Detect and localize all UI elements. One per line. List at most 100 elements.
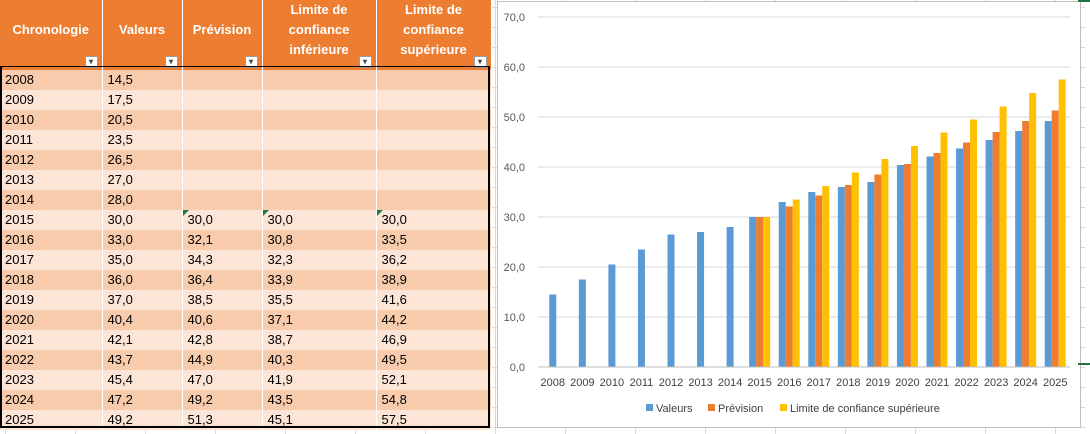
bar-prévision-2020[interactable] xyxy=(903,164,911,367)
bar-limite-de-confiance-supérieure-2015[interactable] xyxy=(763,217,771,367)
cell-valeurs[interactable]: 17,5 xyxy=(102,90,183,110)
cell-chronologie[interactable]: 2016 xyxy=(0,230,103,250)
cell-valeurs[interactable]: 42,1 xyxy=(102,330,183,350)
cell-prevision[interactable]: 30,0 xyxy=(182,210,263,230)
cell-chronologie[interactable]: 2024 xyxy=(0,390,103,410)
cell-limite-inferieure[interactable]: 30,8 xyxy=(262,230,377,250)
bar-prévision-2019[interactable] xyxy=(874,174,882,368)
filter-dropdown-icon[interactable]: ▾ xyxy=(164,56,178,68)
cell-chronologie[interactable]: 2017 xyxy=(0,250,103,270)
cell-prevision[interactable] xyxy=(182,70,263,90)
cell-limite-superieure[interactable] xyxy=(376,70,492,90)
bar-prévision-2016[interactable] xyxy=(785,206,793,368)
bar-valeurs-2017[interactable] xyxy=(808,192,816,367)
cell-valeurs[interactable]: 26,5 xyxy=(102,150,183,170)
bar-limite-de-confiance-supérieure-2016[interactable] xyxy=(792,199,800,368)
cell-prevision[interactable] xyxy=(182,130,263,150)
bar-limite-de-confiance-supérieure-2017[interactable] xyxy=(822,186,830,367)
bar-valeurs-2020[interactable] xyxy=(896,165,904,367)
cell-valeurs[interactable]: 30,0 xyxy=(102,210,183,230)
cell-limite-inferieure[interactable] xyxy=(262,110,377,130)
bar-valeurs-2008[interactable] xyxy=(549,294,557,368)
bar-valeurs-2021[interactable] xyxy=(926,156,934,368)
bar-prévision-2021[interactable] xyxy=(933,153,941,367)
cell-limite-inferieure[interactable]: 37,1 xyxy=(262,310,377,330)
cell-prevision[interactable]: 40,6 xyxy=(182,310,263,330)
cell-chronologie[interactable]: 2023 xyxy=(0,370,103,390)
cell-limite-inferieure[interactable]: 43,5 xyxy=(262,390,377,410)
bar-limite-de-confiance-supérieure-2025[interactable] xyxy=(1058,79,1066,368)
cell-limite-superieure[interactable]: 44,2 xyxy=(376,310,492,330)
bar-prévision-2015[interactable] xyxy=(756,217,764,367)
cell-valeurs[interactable]: 27,0 xyxy=(102,170,183,190)
cell-chronologie[interactable]: 2025 xyxy=(0,410,103,430)
cell-chronologie[interactable]: 2010 xyxy=(0,110,103,130)
cell-limite-superieure[interactable]: 52,1 xyxy=(376,370,492,390)
cell-limite-superieure[interactable]: 38,9 xyxy=(376,270,492,290)
bar-prévision-2025[interactable] xyxy=(1051,110,1059,368)
cell-valeurs[interactable]: 35,0 xyxy=(102,250,183,270)
cell-limite-inferieure[interactable]: 41,9 xyxy=(262,370,377,390)
cell-limite-inferieure[interactable]: 30,0 xyxy=(262,210,377,230)
bar-limite-de-confiance-supérieure-2023[interactable] xyxy=(999,106,1007,368)
bar-prévision-2022[interactable] xyxy=(963,142,971,368)
cell-valeurs[interactable]: 33,0 xyxy=(102,230,183,250)
cell-prevision[interactable]: 34,3 xyxy=(182,250,263,270)
cell-chronologie[interactable]: 2022 xyxy=(0,350,103,370)
bar-limite-de-confiance-supérieure-2020[interactable] xyxy=(910,146,918,367)
cell-valeurs[interactable]: 28,0 xyxy=(102,190,183,210)
cell-limite-superieure[interactable]: 54,8 xyxy=(376,390,492,410)
cell-valeurs[interactable]: 49,2 xyxy=(102,410,183,430)
cell-chronologie[interactable]: 2009 xyxy=(0,90,103,110)
bar-valeurs-2025[interactable] xyxy=(1044,121,1052,367)
cell-valeurs[interactable]: 37,0 xyxy=(102,290,183,310)
cell-limite-inferieure[interactable] xyxy=(262,70,377,90)
bar-valeurs-2022[interactable] xyxy=(956,148,964,368)
cell-limite-inferieure[interactable] xyxy=(262,170,377,190)
bar-prévision-2018[interactable] xyxy=(844,185,852,367)
cell-chronologie[interactable]: 2021 xyxy=(0,330,103,350)
cell-prevision[interactable]: 32,1 xyxy=(182,230,263,250)
bar-valeurs-2015[interactable] xyxy=(749,217,757,367)
cell-prevision[interactable] xyxy=(182,110,263,130)
cell-valeurs[interactable]: 14,5 xyxy=(102,70,183,90)
cell-limite-superieure[interactable]: 41,6 xyxy=(376,290,492,310)
bar-valeurs-2018[interactable] xyxy=(837,187,845,367)
cell-limite-inferieure[interactable]: 33,9 xyxy=(262,270,377,290)
cell-prevision[interactable]: 42,8 xyxy=(182,330,263,350)
cell-limite-superieure[interactable] xyxy=(376,190,492,210)
cell-limite-inferieure[interactable] xyxy=(262,130,377,150)
bar-valeurs-2019[interactable] xyxy=(867,182,875,367)
cell-chronologie[interactable]: 2014 xyxy=(0,190,103,210)
bar-valeurs-2014[interactable] xyxy=(726,227,734,367)
filter-dropdown-icon[interactable]: ▾ xyxy=(244,56,258,68)
cell-prevision[interactable] xyxy=(182,190,263,210)
cell-valeurs[interactable]: 40,4 xyxy=(102,310,183,330)
cell-limite-inferieure[interactable]: 38,7 xyxy=(262,330,377,350)
bar-prévision-2017[interactable] xyxy=(815,195,823,368)
bar-valeurs-2012[interactable] xyxy=(667,234,675,368)
cell-valeurs[interactable]: 47,2 xyxy=(102,390,183,410)
cell-prevision[interactable] xyxy=(182,90,263,110)
cell-chronologie[interactable]: 2018 xyxy=(0,270,103,290)
bar-limite-de-confiance-supérieure-2018[interactable] xyxy=(851,172,859,368)
cell-limite-inferieure[interactable] xyxy=(262,90,377,110)
bar-valeurs-2013[interactable] xyxy=(697,232,705,367)
cell-limite-inferieure[interactable]: 40,3 xyxy=(262,350,377,370)
cell-chronologie[interactable]: 2019 xyxy=(0,290,103,310)
cell-limite-superieure[interactable] xyxy=(376,110,492,130)
cell-prevision[interactable]: 44,9 xyxy=(182,350,263,370)
cell-prevision[interactable]: 47,0 xyxy=(182,370,263,390)
forecast-chart[interactable]: 0,0 10,0 20,0 30,0 40,0 50,0 60,0 70,0 2008 2009 2… xyxy=(497,1,1081,428)
cell-limite-superieure[interactable]: 57,5 xyxy=(376,410,492,430)
cell-prevision[interactable]: 51,3 xyxy=(182,410,263,430)
cell-valeurs[interactable]: 36,0 xyxy=(102,270,183,290)
cell-limite-inferieure[interactable] xyxy=(262,190,377,210)
cell-limite-superieure[interactable] xyxy=(376,170,492,190)
cell-prevision[interactable]: 49,2 xyxy=(182,390,263,410)
bar-valeurs-2016[interactable] xyxy=(778,202,786,367)
cell-limite-inferieure[interactable] xyxy=(262,150,377,170)
cell-chronologie[interactable]: 2012 xyxy=(0,150,103,170)
cell-limite-superieure[interactable]: 49,5 xyxy=(376,350,492,370)
cell-limite-superieure[interactable]: 33,5 xyxy=(376,230,492,250)
